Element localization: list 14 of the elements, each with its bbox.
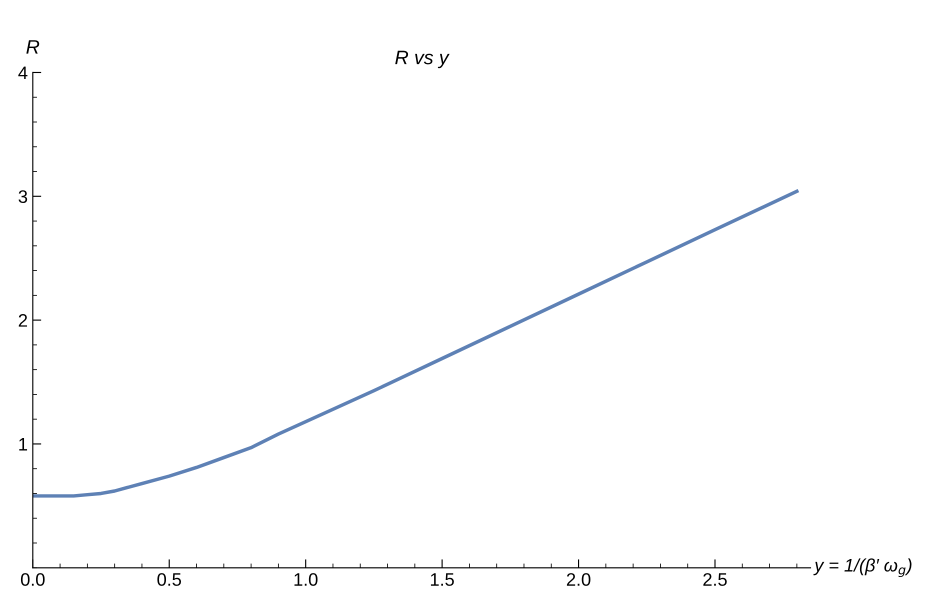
line-series	[32, 190, 799, 498]
x-tick-label: 2.5	[703, 573, 727, 586]
y-tick-label: 4	[18, 66, 28, 80]
x-tick-label: 1.5	[430, 573, 454, 586]
y-tick-label: 1	[19, 438, 28, 450]
y-tick-label: 2	[18, 314, 28, 327]
y-axis-title: R	[26, 40, 40, 54]
x-tick-label: 2.0	[566, 573, 590, 586]
x-tick-label: 0.5	[157, 573, 182, 586]
chart-title: R vs y	[395, 50, 450, 68]
x-tick-label: 1.0	[294, 573, 318, 586]
x-axis-title: y = 1/(β′ ω$_{g}$)	[813, 558, 912, 578]
x-tick-label: 0.0	[20, 573, 45, 586]
y-tick-label: 3	[18, 190, 28, 204]
